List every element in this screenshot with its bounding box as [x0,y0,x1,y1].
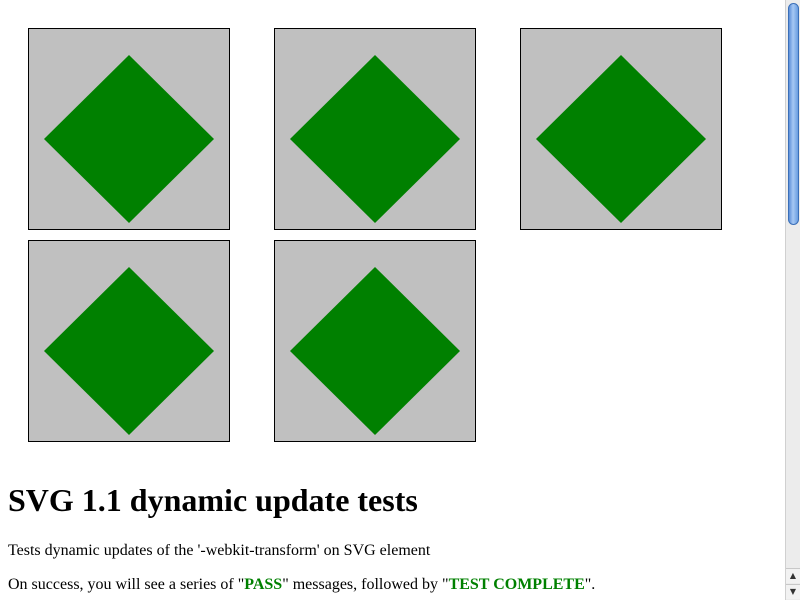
success-instructions: On success, you will see a series of "PA… [8,575,595,594]
success-suffix: ". [584,576,596,593]
green-diamond [290,267,460,435]
svg-test-tile-1 [28,28,230,230]
success-prefix: On success, you will see a series of " [8,576,245,593]
test-description: Tests dynamic updates of the '-webkit-tr… [8,542,431,559]
svg-canvas [536,55,706,223]
svg-test-tile-5 [274,240,476,442]
green-diamond [536,55,706,223]
svg-canvas [44,267,214,435]
svg-test-tile-3 [520,28,722,230]
arrow-up-icon[interactable]: ▲ [786,568,800,583]
green-diamond [44,267,214,435]
success-middle: " messages, followed by " [282,576,449,593]
green-diamond [44,55,214,223]
page-title: SVG 1.1 dynamic update tests [8,482,418,518]
svg-canvas [44,55,214,223]
vertical-scrollbar[interactable]: ▲ ▼ [785,0,800,600]
green-diamond [290,55,460,223]
arrow-down-icon[interactable]: ▼ [786,584,800,599]
test-complete-keyword: TEST COMPLETE [448,576,585,593]
pass-keyword: PASS [244,576,283,593]
svg-canvas [290,55,460,223]
scrollbar-thumb[interactable] [788,3,799,225]
svg-test-tile-4 [28,240,230,442]
svg-canvas [290,267,460,435]
svg-test-tile-2 [274,28,476,230]
